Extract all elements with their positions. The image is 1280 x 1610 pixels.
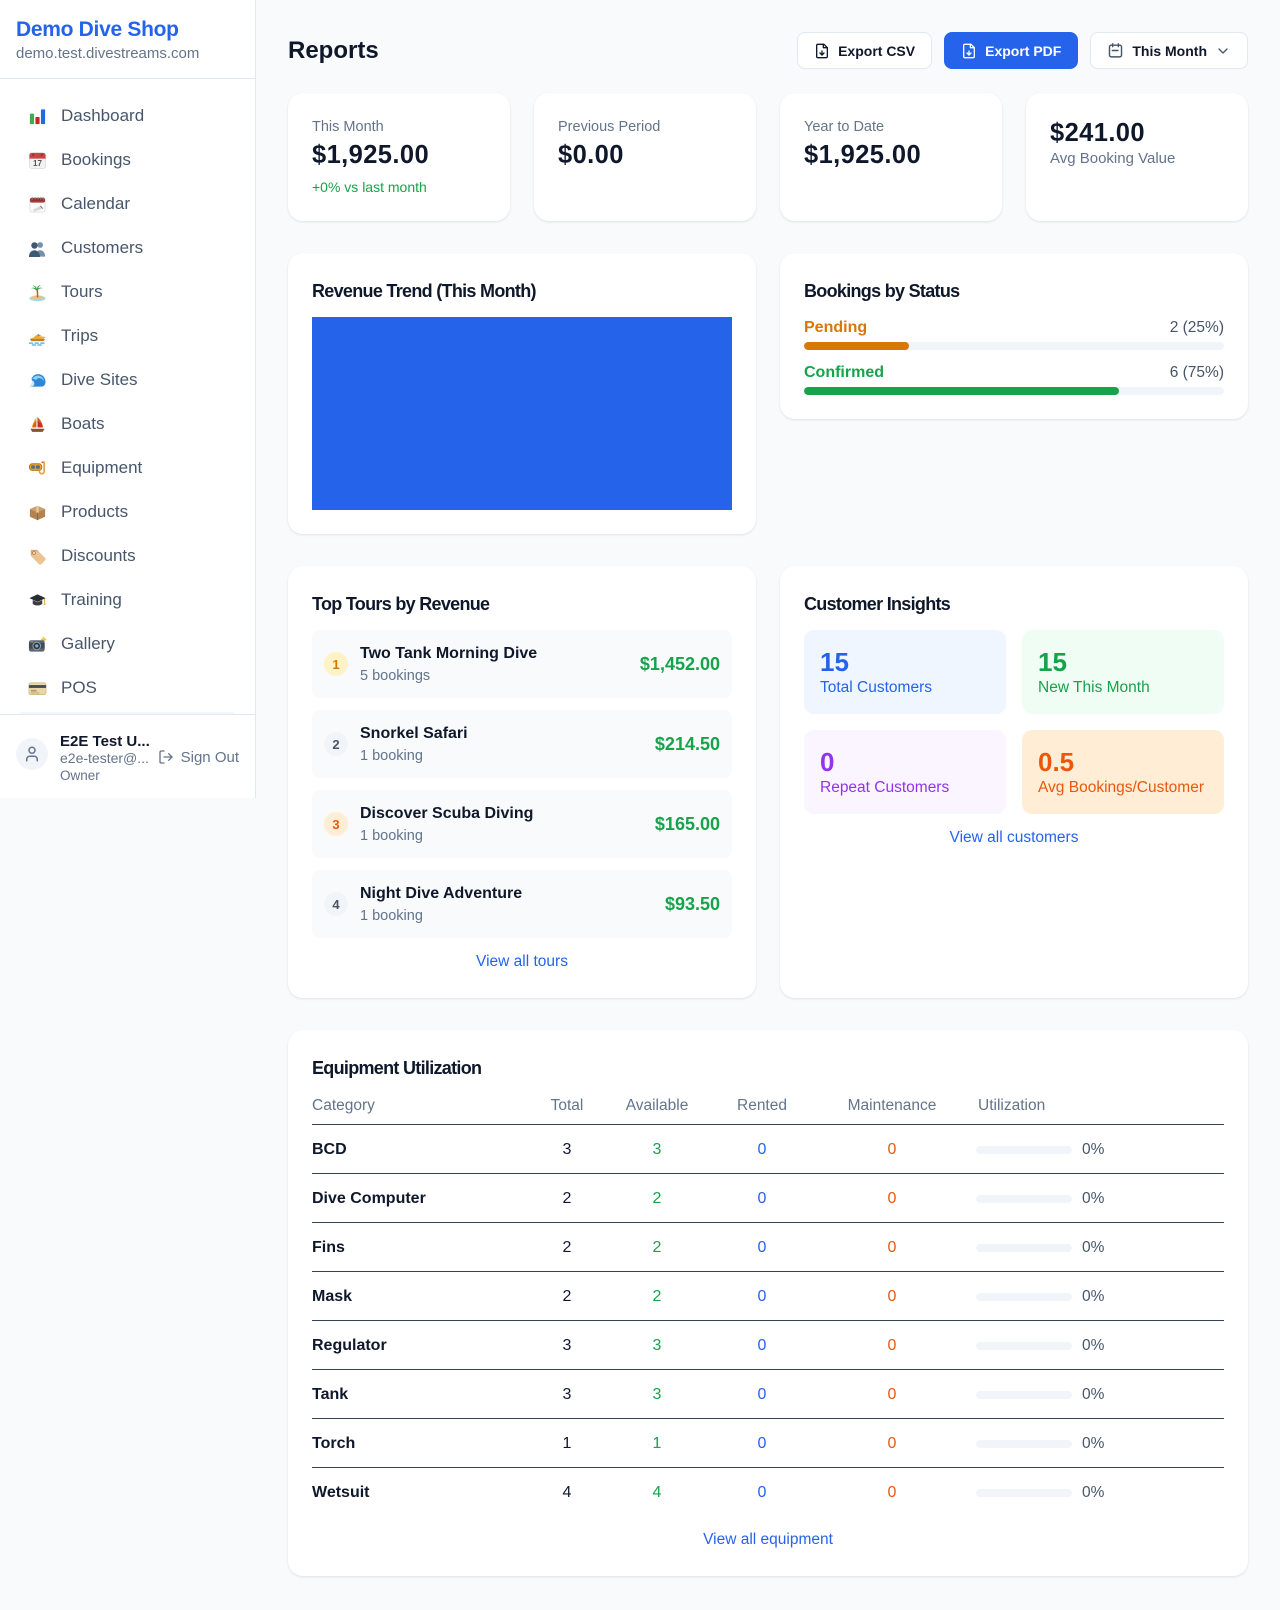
svg-text:17: 17: [33, 159, 42, 168]
